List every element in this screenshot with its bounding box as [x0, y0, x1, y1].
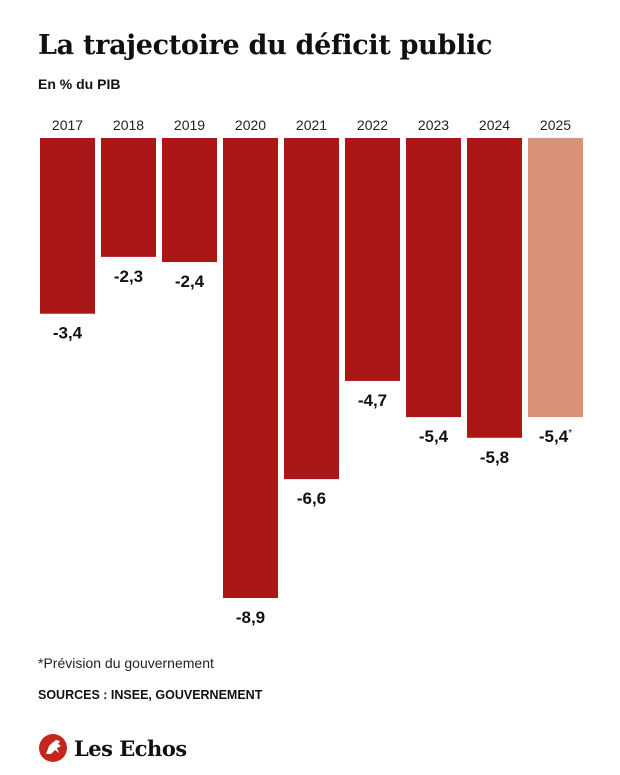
bar-forecast	[528, 138, 583, 418]
category-label: 2019	[174, 117, 205, 133]
category-label: 2024	[479, 117, 510, 133]
bar	[162, 138, 217, 263]
value-label: -3,4	[53, 324, 83, 343]
category-label: 2023	[418, 117, 449, 133]
bar	[40, 138, 95, 314]
value-label: -4,7	[358, 391, 387, 410]
category-label: 2021	[296, 117, 327, 133]
bar-chart: 2017 -3,4 2018 -2,3 2019 -2,4 2020 -8,9 2021 -6,6…	[40, 117, 583, 627]
category-label: 2018	[113, 117, 144, 133]
forecast-asterisk: *	[568, 428, 572, 439]
les-echos-horse-icon	[39, 734, 67, 762]
value-label: -8,9	[236, 608, 265, 627]
bar	[284, 138, 339, 480]
bar	[345, 138, 400, 381]
value-label: -5,4	[419, 427, 449, 446]
value-label: -2,4	[175, 272, 205, 291]
value-label: -2,3	[114, 267, 143, 286]
value-label: -6,6	[297, 489, 326, 508]
bar	[406, 138, 461, 418]
sources: SOURCES : INSEE, GOUVERNEMENT	[38, 688, 263, 702]
bar	[467, 138, 522, 438]
bar	[101, 138, 156, 257]
category-label: 2022	[357, 117, 388, 133]
chart-subtitle: En % du PIB	[38, 76, 121, 92]
les-echos-logo: Les Echos	[38, 733, 187, 763]
value-label: -5,8	[480, 448, 509, 467]
chart-title: La trajectoire du déficit public	[38, 30, 493, 61]
category-label: 2017	[52, 117, 83, 133]
category-label: 2020	[235, 117, 266, 133]
footnote: *Prévision du gouvernement	[38, 655, 214, 671]
value-label: -5,4*	[539, 427, 572, 446]
category-label: 2025	[540, 117, 571, 133]
logo-text: Les Echos	[74, 735, 187, 761]
bar	[223, 138, 278, 598]
